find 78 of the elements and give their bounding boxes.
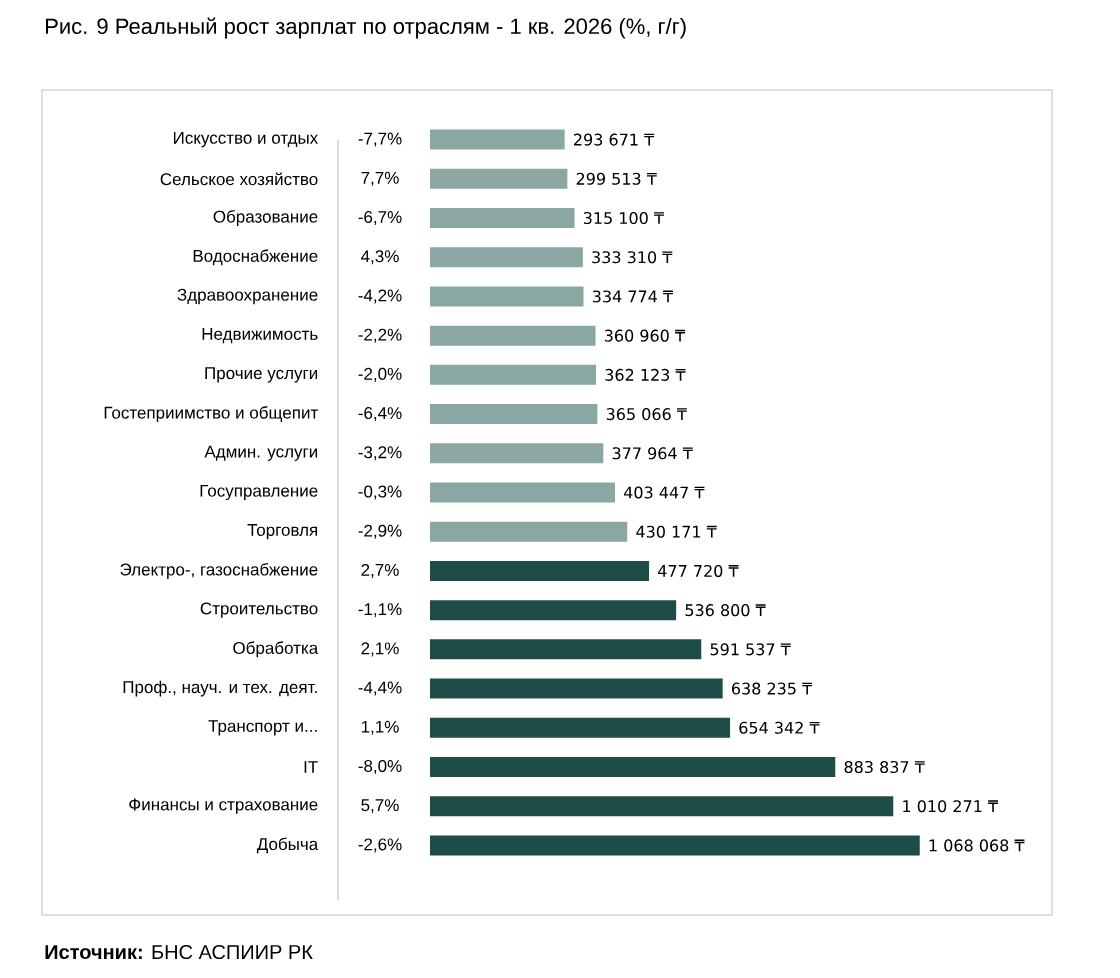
bar: [430, 717, 731, 738]
bar: [430, 482, 615, 503]
y-tick-label: Добыча: [256, 837, 319, 854]
data-label: 1 010 271 ₸: [903, 800, 998, 813]
bar: [430, 247, 583, 268]
y-tick-label: Водоснабжение: [193, 249, 318, 266]
data-label: 299 513 ₸: [576, 172, 657, 185]
bar: [430, 796, 894, 817]
text: 4,3%: [361, 250, 399, 265]
bar: [430, 364, 597, 385]
chart-title: Рис. 9 Реальный рост зарплат по отраслям - 1 кв. 2026 (%, г/г): [46, 17, 686, 39]
y-tick-label: Проф., науч. и тех. деят.: [123, 680, 317, 697]
y-tick-label: Образование: [213, 210, 318, 227]
data-label: 477 720 ₸: [658, 564, 739, 577]
bar: [430, 521, 628, 542]
data-label: 536 800 ₸: [685, 604, 766, 617]
text: -4,2%: [358, 289, 402, 304]
data-label: 654 342 ₸: [739, 721, 820, 734]
data-label: 315 100 ₸: [583, 211, 664, 225]
bar: [430, 835, 920, 856]
text: 5,7%: [361, 799, 399, 814]
y-tick-label: Недвижимость: [202, 328, 318, 344]
y-tick-label: Транспорт и...: [208, 720, 317, 736]
y-tick-label: Финансы и страхование: [129, 798, 318, 814]
y-tick-label: Электро-, газоснабжение: [120, 562, 318, 579]
bar: [430, 325, 596, 346]
text: -1,1%: [358, 603, 402, 618]
bar: [430, 404, 598, 425]
data-label: 403 447 ₸: [623, 486, 705, 499]
text: -7,7%: [358, 132, 402, 147]
bar: [430, 756, 836, 777]
y-tick-label: Госуправление: [200, 484, 318, 501]
bar: [430, 129, 565, 150]
y-tick-label: Обработка: [233, 641, 319, 658]
text: -2,2%: [358, 328, 402, 343]
y-tick-label: Гостеприимство и общепит: [104, 406, 318, 423]
text: -3,2%: [358, 446, 402, 461]
bar: [430, 560, 650, 581]
y-tick-label: Прочие услуги: [205, 367, 318, 383]
data-label: 430 171 ₸: [636, 525, 717, 538]
y-tick-label: IT: [304, 761, 318, 773]
text: -6,4%: [358, 407, 402, 422]
data-label: 362 123 ₸: [605, 368, 686, 381]
data-label: 638 235 ₸: [731, 682, 813, 695]
bar: [430, 208, 575, 229]
text: 2,7%: [361, 563, 399, 578]
bar: [430, 443, 604, 464]
text: 1,1%: [361, 720, 399, 735]
data-label: 1 068 068 ₸: [929, 839, 1025, 852]
y-tick-label: Искусство и отдых: [173, 131, 319, 148]
bar: [430, 168, 568, 189]
data-label: 360 960 ₸: [604, 329, 685, 342]
text: 2,1%: [361, 642, 399, 657]
text: -2,6%: [358, 838, 402, 853]
y-tick-label: Админ. услуги: [204, 445, 318, 461]
y-tick-label: Сельское хозяйство: [160, 172, 318, 186]
text: -6,7%: [358, 211, 402, 226]
data-label: 591 537 ₸: [710, 643, 791, 656]
y-tick-label: Здравоохранение: [177, 288, 318, 305]
bar: [430, 600, 677, 621]
data-label: 365 066 ₸: [606, 408, 687, 421]
text: Источник: БНС АСПИИР РК: [45, 944, 313, 960]
data-label: 883 837 ₸: [844, 760, 925, 774]
text: -2,0%: [358, 367, 402, 382]
data-label: 333 310 ₸: [592, 251, 673, 264]
bar: [430, 286, 584, 307]
bar: [430, 678, 723, 699]
text: -2,9%: [358, 524, 402, 539]
text: -0,3%: [358, 485, 402, 500]
text: 7,7%: [361, 171, 399, 186]
y-tick-label: Строительство: [200, 602, 318, 618]
y-tick-label: Торговля: [247, 524, 318, 540]
data-label: 377 964 ₸: [612, 447, 693, 460]
data-label: 293 671 ₸: [574, 133, 655, 146]
text: -4,4%: [358, 681, 402, 696]
text: -8,0%: [358, 759, 402, 775]
data-label: 334 774 ₸: [592, 290, 673, 303]
bar: [430, 639, 702, 660]
